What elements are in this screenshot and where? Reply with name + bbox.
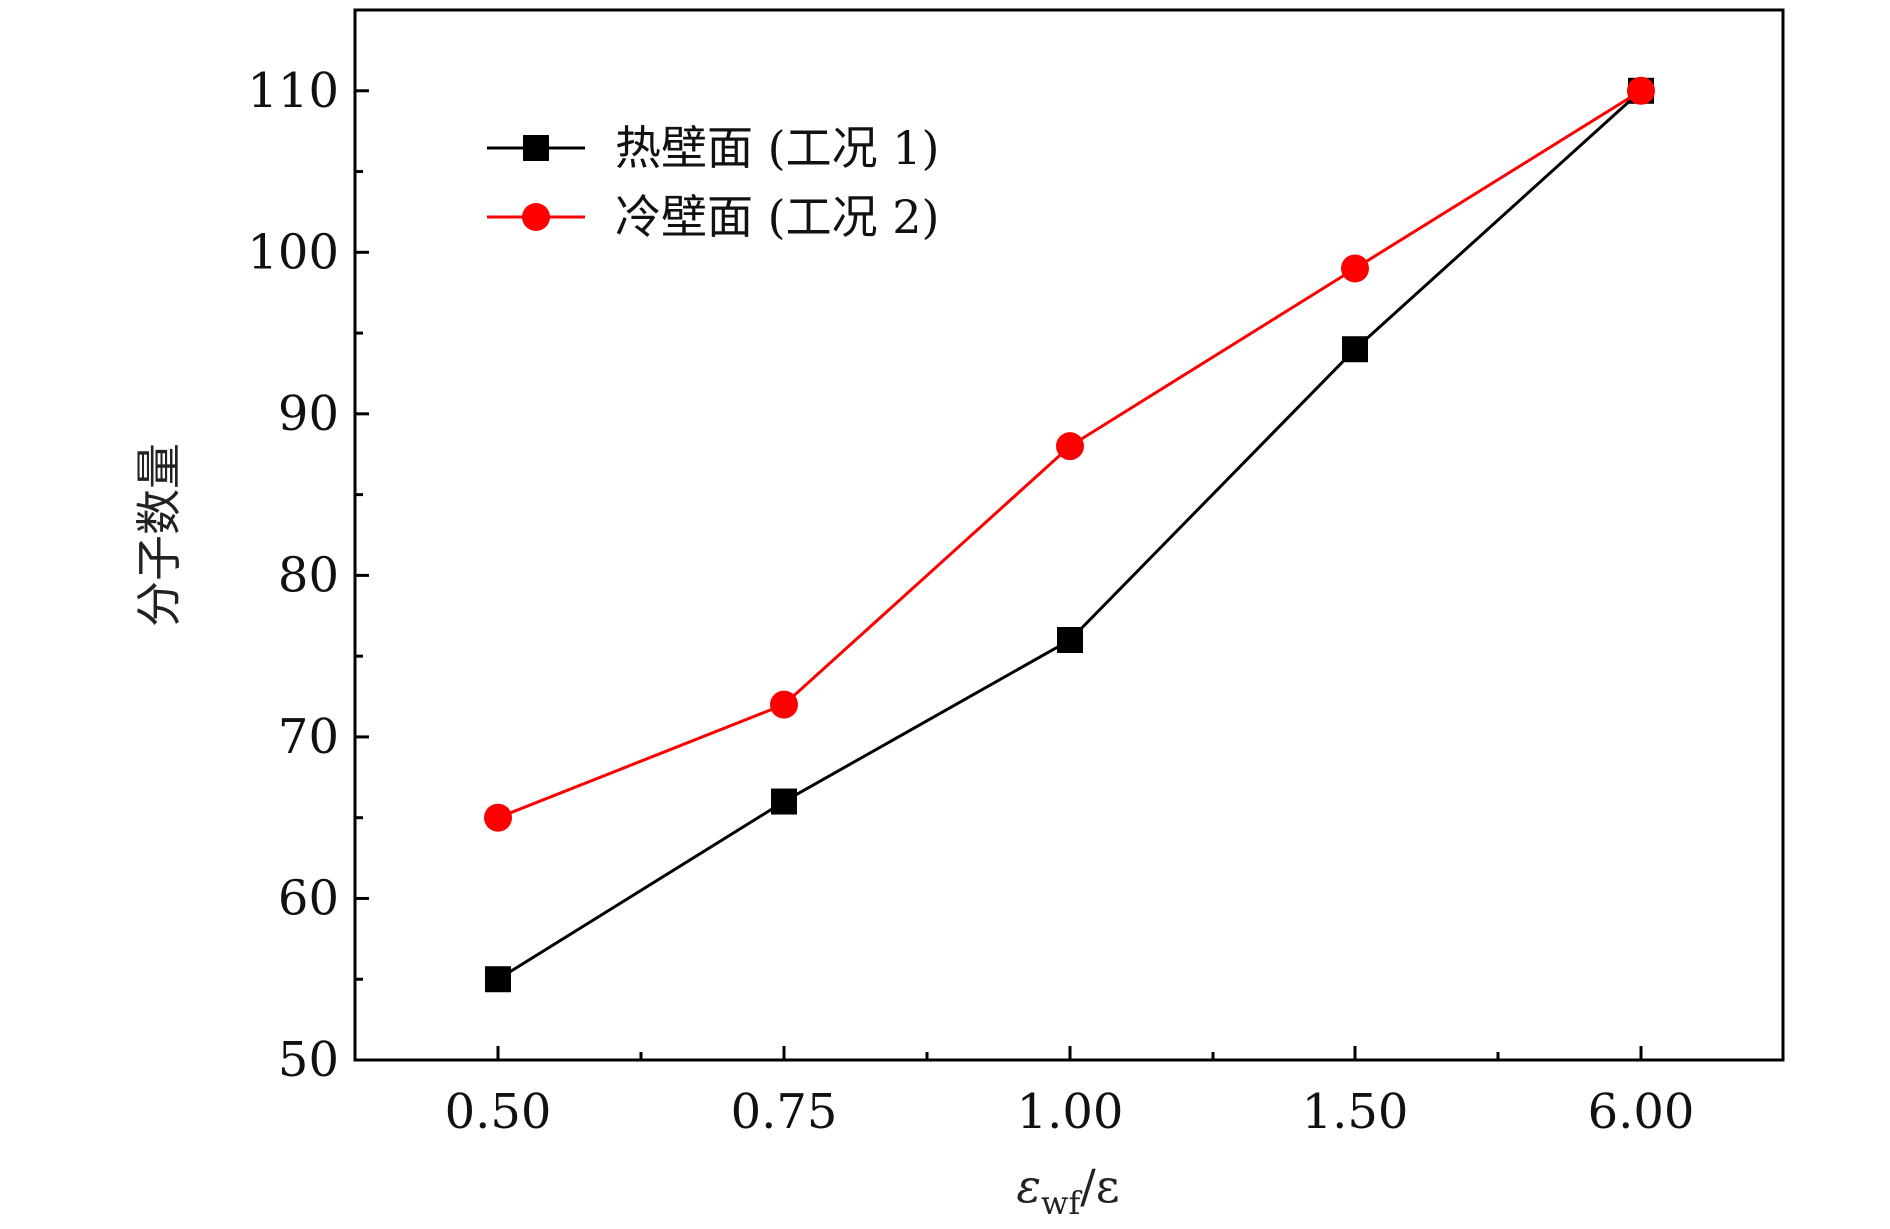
series-2-point	[770, 690, 798, 719]
axis-ticks: 50 60 70 80 90 100 110 0.50 0.75 1.00 1.50 6.00	[247, 63, 1694, 1140]
series-1-point	[771, 788, 797, 815]
x-axis-title-main: ε	[1016, 1159, 1041, 1213]
y-tick-label: 100	[247, 224, 339, 280]
series-2-point	[1627, 76, 1655, 105]
y-tick-label: 70	[278, 709, 339, 765]
legend-label-series-1: 热壁面 (工况 1)	[615, 121, 939, 175]
legend-marker-series-1	[523, 135, 549, 161]
series-2-point	[1341, 254, 1369, 283]
x-tick-label: 0.50	[445, 1084, 552, 1140]
y-tick-label: 60	[278, 870, 339, 926]
series-2-point	[1056, 432, 1084, 461]
x-axis-title: εwf/ε	[1016, 1159, 1119, 1222]
y-axis-title: 分子数量	[132, 443, 186, 627]
series-1-point	[1342, 336, 1368, 363]
plot-frame	[353, 8, 1785, 1062]
y-tick-label: 50	[278, 1032, 339, 1088]
series-1-point	[1057, 627, 1083, 653]
series-2-point	[484, 803, 512, 832]
x-tick-label: 1.00	[1017, 1084, 1124, 1140]
x-axis-title-tail: /ε	[1080, 1159, 1119, 1213]
y-tick-label: 110	[247, 63, 339, 119]
legend: 热壁面 (工况 1) 冷壁面 (工况 2)	[487, 121, 939, 244]
legend-marker-series-2	[522, 203, 550, 231]
series-1-point	[485, 966, 511, 993]
legend-label-series-2: 冷壁面 (工况 2)	[615, 190, 939, 244]
y-tick-label: 80	[278, 547, 339, 603]
x-tick-label: 1.50	[1302, 1084, 1409, 1140]
x-tick-label: 6.00	[1588, 1084, 1695, 1140]
y-tick-label: 90	[278, 386, 339, 442]
x-tick-label: 0.75	[731, 1084, 838, 1140]
series-layer	[484, 76, 1655, 993]
x-axis-title-subscript: wf	[1041, 1184, 1082, 1222]
